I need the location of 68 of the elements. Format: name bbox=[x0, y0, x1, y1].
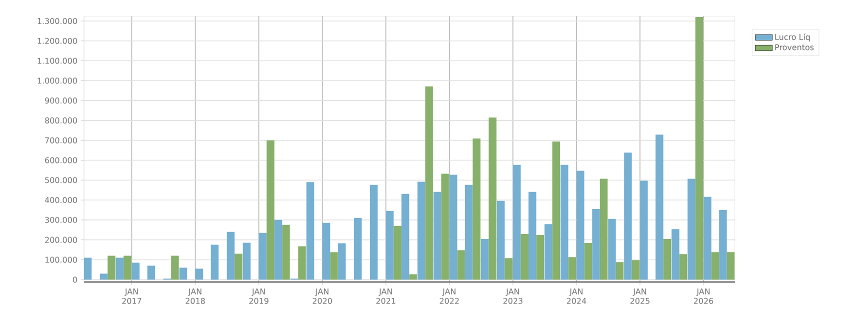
bar bbox=[472, 138, 480, 280]
bar bbox=[464, 184, 473, 280]
bar bbox=[84, 258, 92, 280]
bar bbox=[624, 152, 632, 280]
bar bbox=[258, 232, 267, 280]
bar bbox=[274, 220, 282, 280]
bar bbox=[560, 164, 568, 280]
bar bbox=[425, 86, 433, 280]
bar bbox=[100, 274, 108, 280]
bar bbox=[124, 256, 132, 280]
bar bbox=[719, 210, 727, 280]
bar bbox=[370, 184, 378, 280]
bar bbox=[632, 260, 640, 280]
bar bbox=[266, 140, 274, 280]
bar bbox=[409, 274, 417, 280]
bar bbox=[242, 242, 251, 280]
bar bbox=[600, 178, 608, 280]
bar bbox=[282, 224, 290, 280]
bar bbox=[354, 218, 362, 280]
bar bbox=[520, 234, 528, 280]
bar bbox=[401, 194, 410, 280]
bar bbox=[513, 164, 521, 280]
bar bbox=[656, 134, 664, 280]
bar bbox=[672, 229, 680, 280]
bar bbox=[306, 182, 314, 280]
bar bbox=[616, 262, 624, 280]
bar bbox=[394, 226, 402, 280]
bar bbox=[441, 174, 449, 280]
bar bbox=[544, 224, 552, 280]
bar bbox=[704, 196, 712, 280]
bar bbox=[171, 256, 179, 280]
bar bbox=[195, 268, 204, 280]
bar bbox=[132, 262, 140, 280]
bar bbox=[711, 252, 720, 280]
bar bbox=[679, 254, 688, 280]
bar bbox=[386, 210, 394, 280]
bar bbox=[298, 246, 306, 280]
bar bbox=[330, 252, 338, 280]
bar bbox=[552, 142, 560, 280]
bar bbox=[568, 257, 576, 280]
bar bbox=[338, 243, 346, 280]
bar bbox=[234, 254, 242, 280]
bar bbox=[663, 239, 672, 280]
bar bbox=[449, 174, 458, 280]
bar bbox=[480, 239, 489, 280]
bar bbox=[640, 180, 648, 280]
bar bbox=[457, 250, 465, 280]
bar bbox=[147, 266, 156, 280]
bar bbox=[608, 218, 616, 280]
bar bbox=[433, 192, 442, 280]
bar bbox=[528, 192, 536, 280]
bar bbox=[504, 258, 512, 280]
bar bbox=[695, 16, 704, 280]
bar bbox=[226, 232, 235, 280]
bar bbox=[496, 200, 505, 280]
bar bbox=[536, 235, 544, 280]
bar bbox=[116, 258, 124, 280]
bar bbox=[210, 244, 219, 280]
bar bbox=[576, 170, 584, 280]
bar bbox=[688, 178, 696, 280]
bar bbox=[108, 256, 116, 280]
bar bbox=[592, 208, 600, 280]
bar bbox=[179, 268, 188, 280]
bar bbox=[488, 117, 496, 280]
bar bbox=[417, 182, 426, 280]
bar bbox=[584, 243, 592, 280]
bar bbox=[726, 252, 735, 280]
bar bbox=[322, 222, 330, 280]
